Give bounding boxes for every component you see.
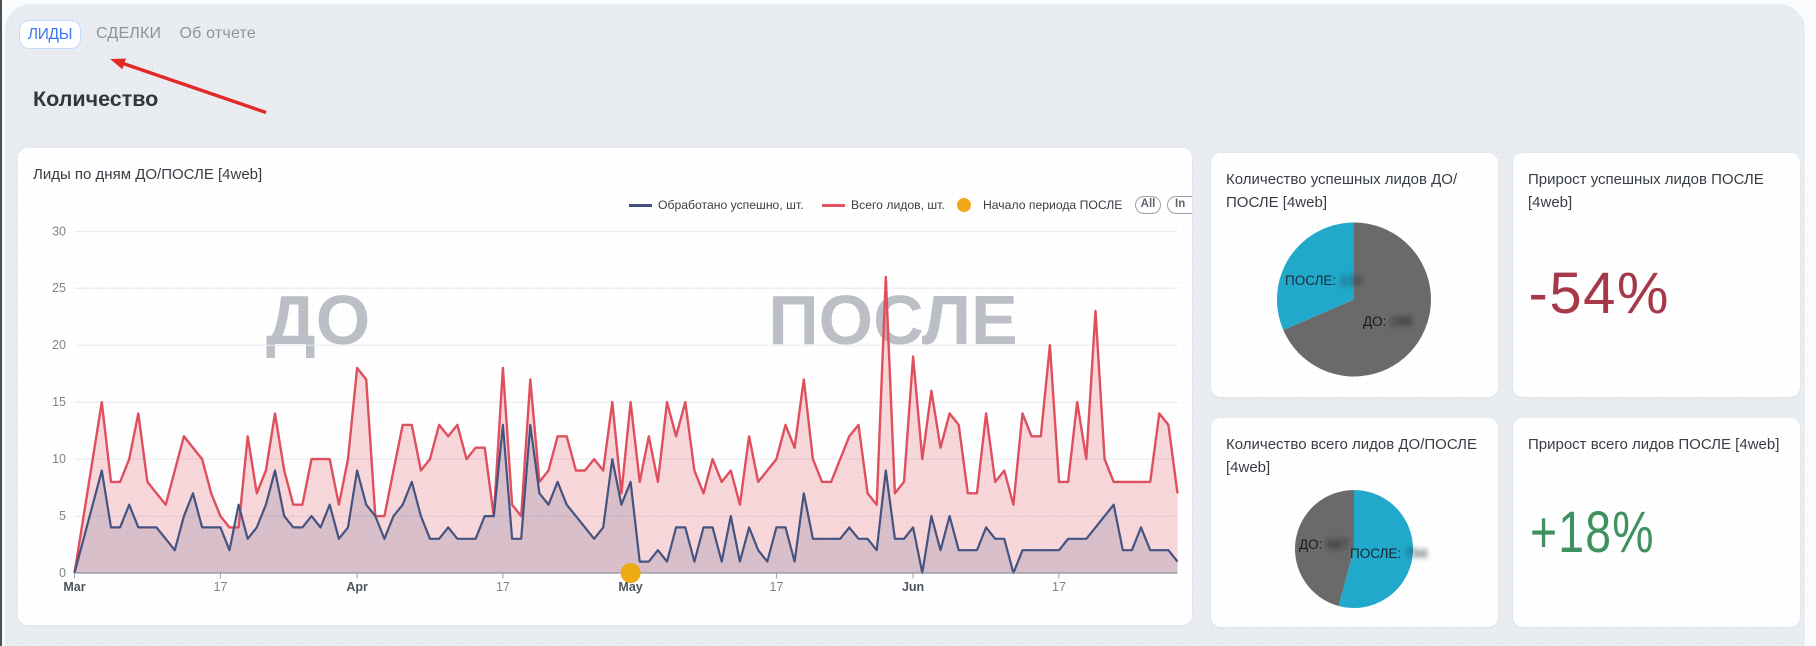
svg-text:5: 5 (59, 509, 66, 523)
svg-text:Mar: Mar (63, 580, 85, 594)
svg-text:0: 0 (59, 566, 66, 580)
svg-text:ПОСЛЕ: ПОСЛЕ (768, 281, 1017, 359)
svg-text:ДО: ДО (266, 281, 370, 359)
svg-text:15: 15 (52, 395, 66, 409)
svg-text:ПОСЛЕ: 133: ПОСЛЕ: 133 (1285, 273, 1362, 288)
svg-text:25: 25 (52, 281, 66, 295)
svg-text:20: 20 (52, 338, 66, 352)
svg-text:17: 17 (496, 580, 510, 594)
svg-text:30: 30 (52, 224, 66, 238)
svg-text:Apr: Apr (346, 580, 368, 594)
svg-text:17: 17 (769, 580, 783, 594)
svg-text:May: May (618, 580, 642, 594)
svg-text:ДО: 587: ДО: 587 (1299, 537, 1349, 552)
svg-text:17: 17 (1052, 580, 1066, 594)
svg-text:Jun: Jun (902, 580, 924, 594)
svg-text:17: 17 (213, 580, 227, 594)
svg-text:10: 10 (52, 452, 66, 466)
svg-text:ДО: 296: ДО: 296 (1363, 314, 1413, 329)
svg-text:ПОСЛЕ: 794: ПОСЛЕ: 794 (1350, 546, 1428, 561)
